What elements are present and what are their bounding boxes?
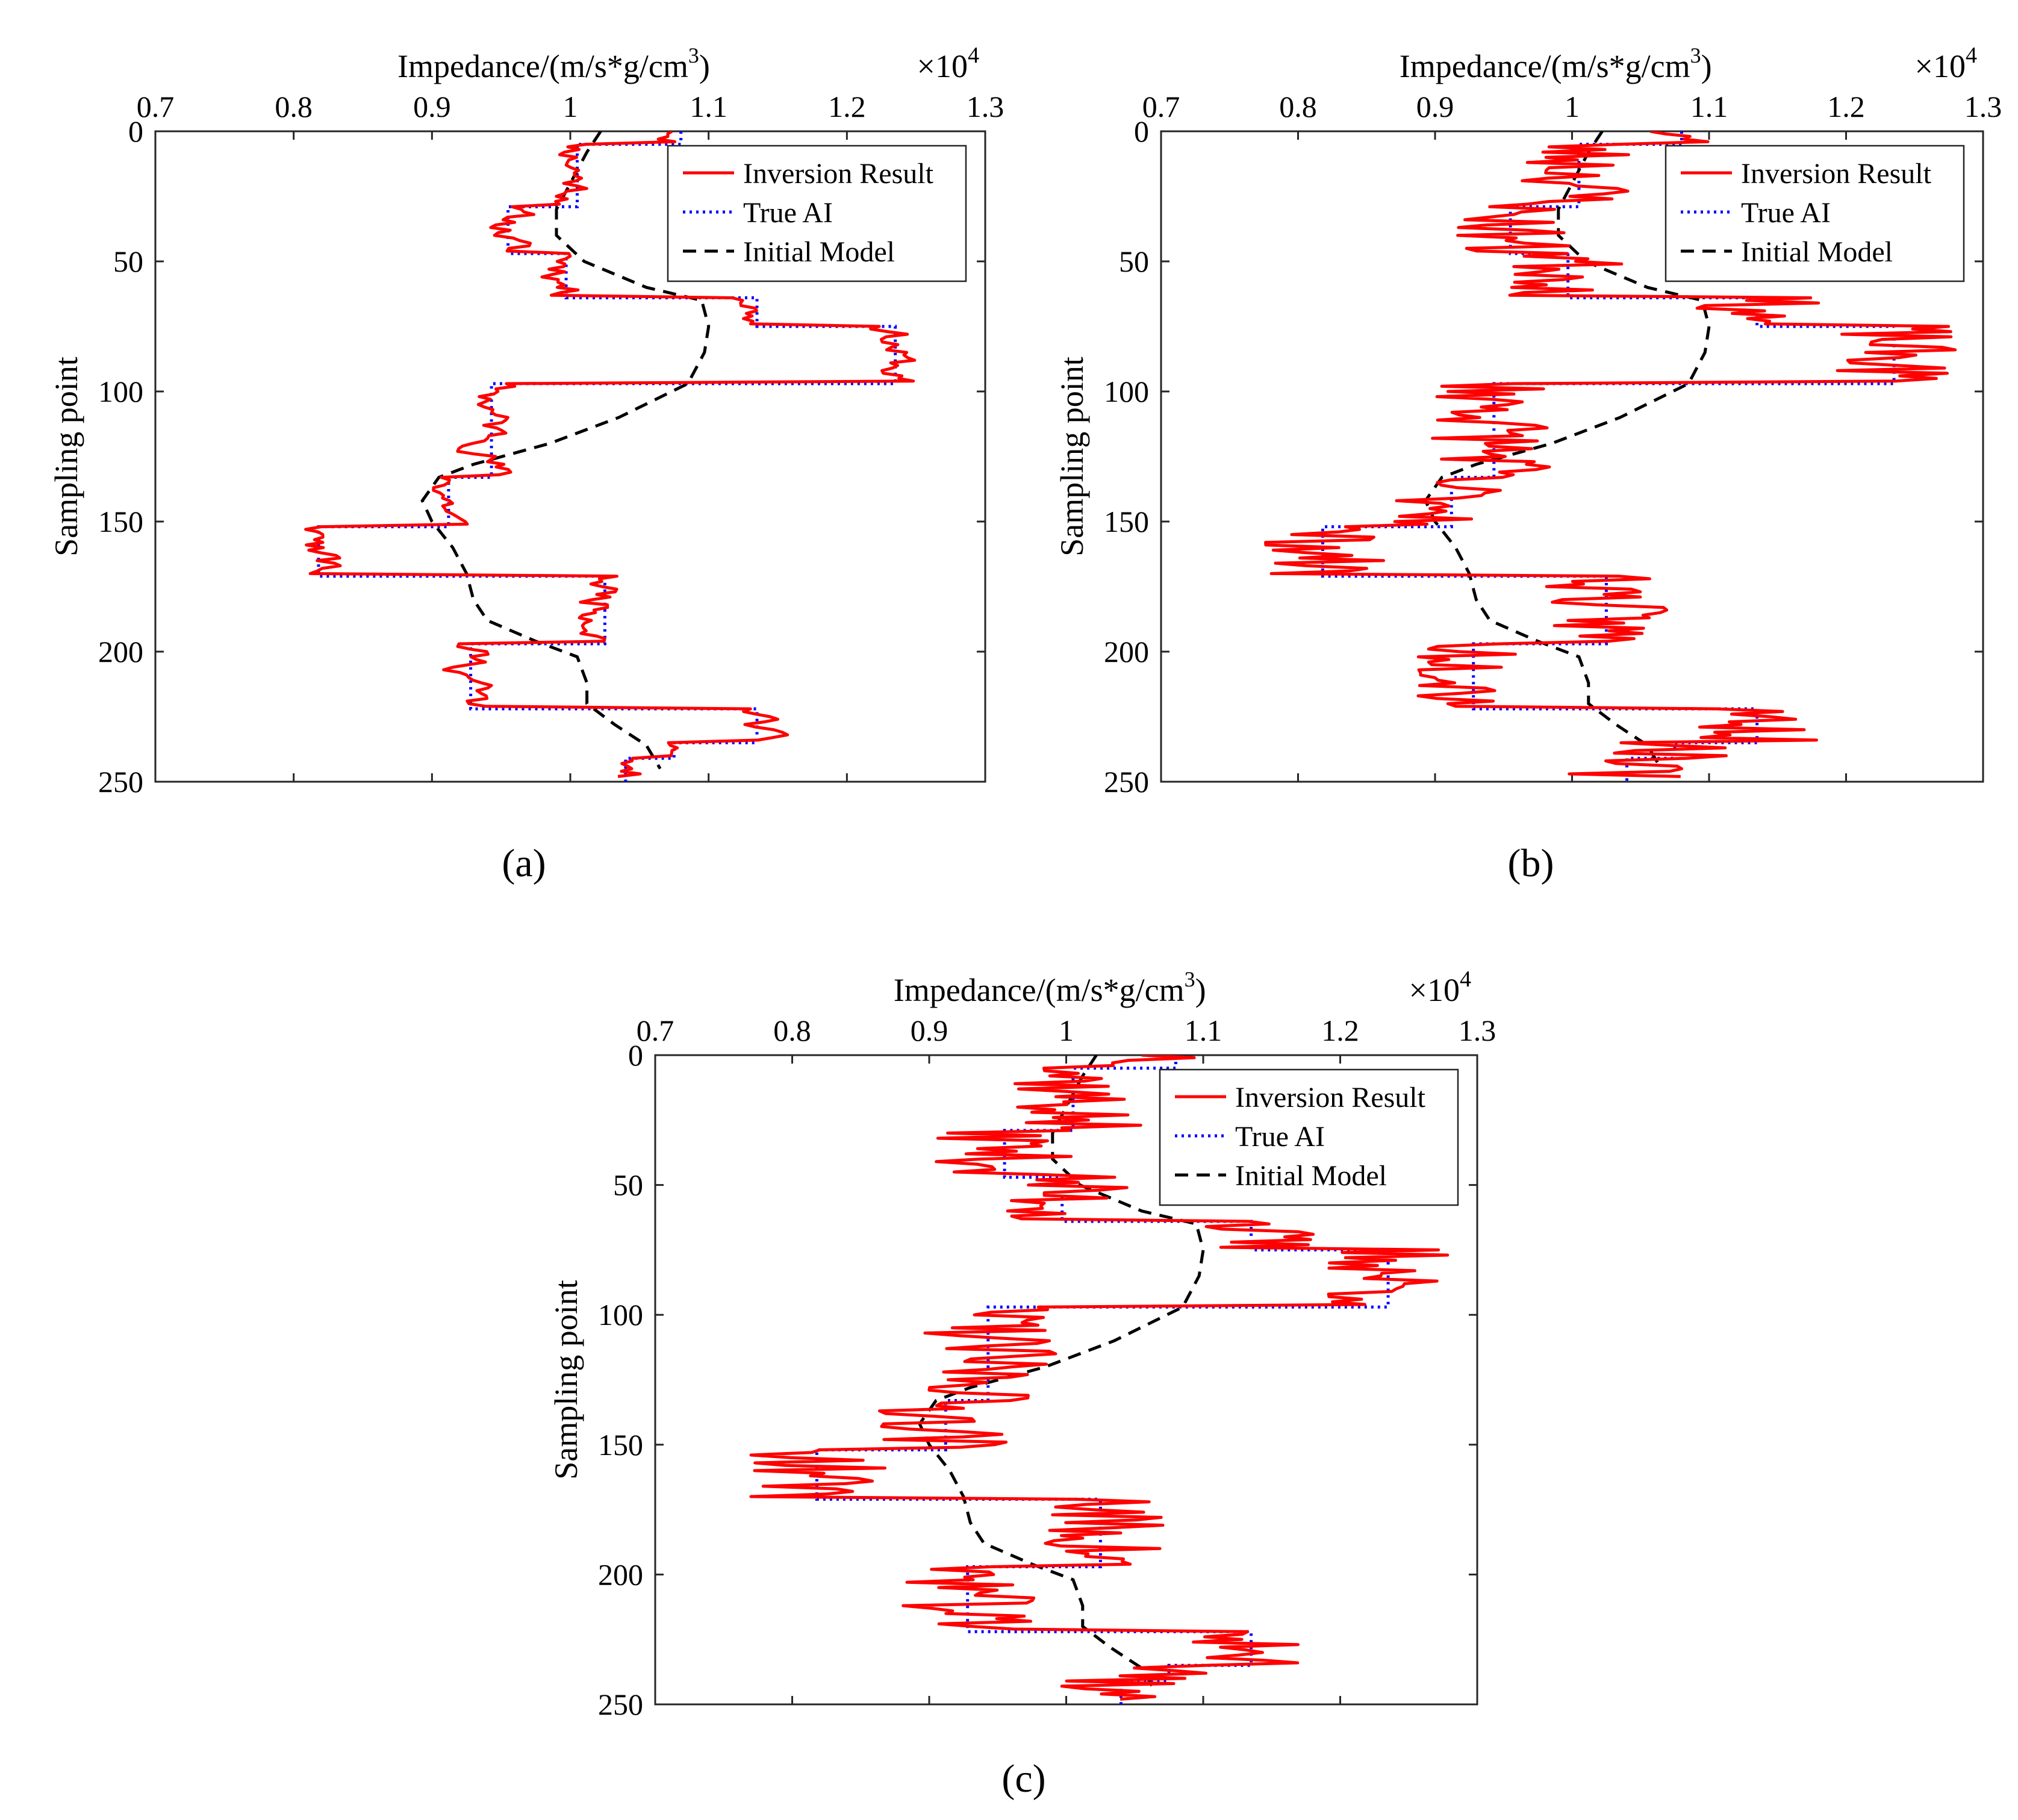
panel-b-legend-label-initial-model: Initial Model: [1741, 236, 1893, 268]
panel-b-ytick-label: 200: [1104, 635, 1149, 668]
panel-c-legend: Inversion Result True AI Initial Model: [1159, 1068, 1459, 1206]
panel-b-xtick-label: 0.9: [1416, 90, 1454, 123]
panel-c-xtick-label: 0.8: [773, 1014, 811, 1047]
panel-a-series-inversion-result: [304, 131, 917, 778]
panel-a-series-initial-model: [420, 131, 711, 770]
panel-b-ytick-label: 50: [1119, 245, 1149, 278]
panel-c-xtick-label: 1.1: [1185, 1014, 1222, 1047]
panel-b-ytick-label: 0: [1134, 114, 1149, 148]
panel-a-xtick-label: 1.2: [828, 90, 866, 123]
panel-c-y-axis-label: Sampling point: [548, 1280, 584, 1480]
panel-c-series-inversion-result: [749, 1055, 1450, 1701]
panel-b-x-axis-label: Impedance/(m/s*g/cm3): [1400, 43, 1712, 84]
panel-a-ytick-label: 50: [113, 245, 143, 278]
panel-b-xtick-label: 0.7: [1142, 90, 1180, 123]
panel-a-x-axis-label: Impedance/(m/s*g/cm3): [397, 43, 710, 84]
panel-b-series-inversion-result: [1264, 131, 1957, 778]
panel-b-series-initial-model: [1424, 131, 1711, 770]
panel-a-xtick-label: 1.1: [690, 90, 727, 123]
panel-a-ytick-label: 100: [98, 375, 143, 408]
panel-a-ytick-label: 150: [98, 505, 143, 538]
panel-b-caption: (b): [1508, 841, 1554, 885]
panel-c-legend-label-inversion-result: Inversion Result: [1235, 1082, 1426, 1114]
panel-b-xtick-label: 1.3: [1964, 90, 2002, 123]
panel-c-caption: (c): [1001, 1757, 1045, 1801]
panel-a-ytick-label: 200: [98, 635, 143, 668]
panel-c-xtick-label: 1.2: [1321, 1014, 1359, 1047]
panel-c-ytick-label: 250: [598, 1688, 643, 1721]
panel-b: 0.7 0.8 0.9 1 1.1 1.2 1.3 0 50 100 150 200 250 Impeda…: [1054, 43, 2002, 799]
panel-b-xtick-label: 1.1: [1690, 90, 1728, 123]
panel-a-xtick-label: 0.8: [275, 90, 313, 123]
panel-c-series-initial-model: [918, 1055, 1205, 1692]
panel-c-x-exponent: ×104: [1409, 967, 1471, 1008]
panel-c-xtick-label: 1.3: [1459, 1014, 1496, 1047]
panel-a-legend-label-inversion-result: Inversion Result: [743, 158, 934, 190]
panel-c-ytick-label: 150: [598, 1428, 643, 1462]
panel-c: 0.7 0.8 0.9 1 1.1 1.2 1.3 0 50 100 150 200 250 Impeda…: [548, 967, 1496, 1721]
panel-a-ytick-label: 0: [128, 114, 143, 148]
panel-a-legend-label-initial-model: Initial Model: [743, 236, 895, 268]
panel-c-ytick-label: 200: [598, 1557, 643, 1591]
panel-b-xtick-label: 1: [1565, 90, 1580, 123]
panel-a-xtick-label: 1: [563, 90, 578, 123]
panel-c-ytick-label: 100: [598, 1298, 643, 1332]
panel-b-xtick-label: 1.2: [1827, 90, 1865, 123]
panel-a-legend-label-true-ai: True AI: [743, 197, 833, 229]
panel-b-x-exponent: ×104: [1915, 43, 1977, 84]
panel-b-legend-label-true-ai: True AI: [1741, 197, 1831, 229]
panel-b-legend: Inversion Result True AI Initial Model: [1665, 145, 1965, 282]
panel-b-xtick-label: 0.8: [1279, 90, 1317, 123]
panel-c-ytick-label: 0: [628, 1038, 643, 1072]
panel-a-xtick-label: 0.9: [413, 90, 451, 123]
panel-c-legend-label-true-ai: True AI: [1235, 1121, 1325, 1153]
panel-a-caption: (a): [502, 841, 546, 885]
panel-c-legend-label-initial-model: Initial Model: [1235, 1160, 1387, 1192]
panel-a-xtick-label: 1.3: [967, 90, 1004, 123]
panel-a: 0.7 0.8 0.9 1 1.1 1.2 1.3 0 50 100 150 200 250 Impeda…: [48, 43, 1004, 799]
panel-a-x-exponent: ×104: [917, 43, 979, 84]
panel-a-legend: Inversion Result True AI Initial Model: [667, 145, 967, 282]
panel-c-xtick-label: 0.7: [637, 1014, 674, 1047]
panel-a-y-axis-label: Sampling point: [48, 357, 84, 556]
panel-c-x-axis-label: Impedance/(m/s*g/cm3): [894, 967, 1206, 1008]
panel-c-xtick-label: 1: [1059, 1014, 1074, 1047]
panel-c-ytick-label: 50: [613, 1168, 643, 1202]
panel-b-ytick-label: 100: [1104, 375, 1149, 408]
panel-b-y-axis-label: Sampling point: [1054, 357, 1090, 556]
panel-b-ytick-label: 250: [1104, 765, 1149, 799]
panel-a-xtick-label: 0.7: [137, 90, 175, 123]
panel-c-xtick-label: 0.9: [911, 1014, 948, 1047]
panel-b-legend-label-inversion-result: Inversion Result: [1741, 158, 1932, 190]
panel-b-ytick-label: 150: [1104, 505, 1149, 538]
panel-a-ytick-label: 250: [98, 765, 143, 799]
